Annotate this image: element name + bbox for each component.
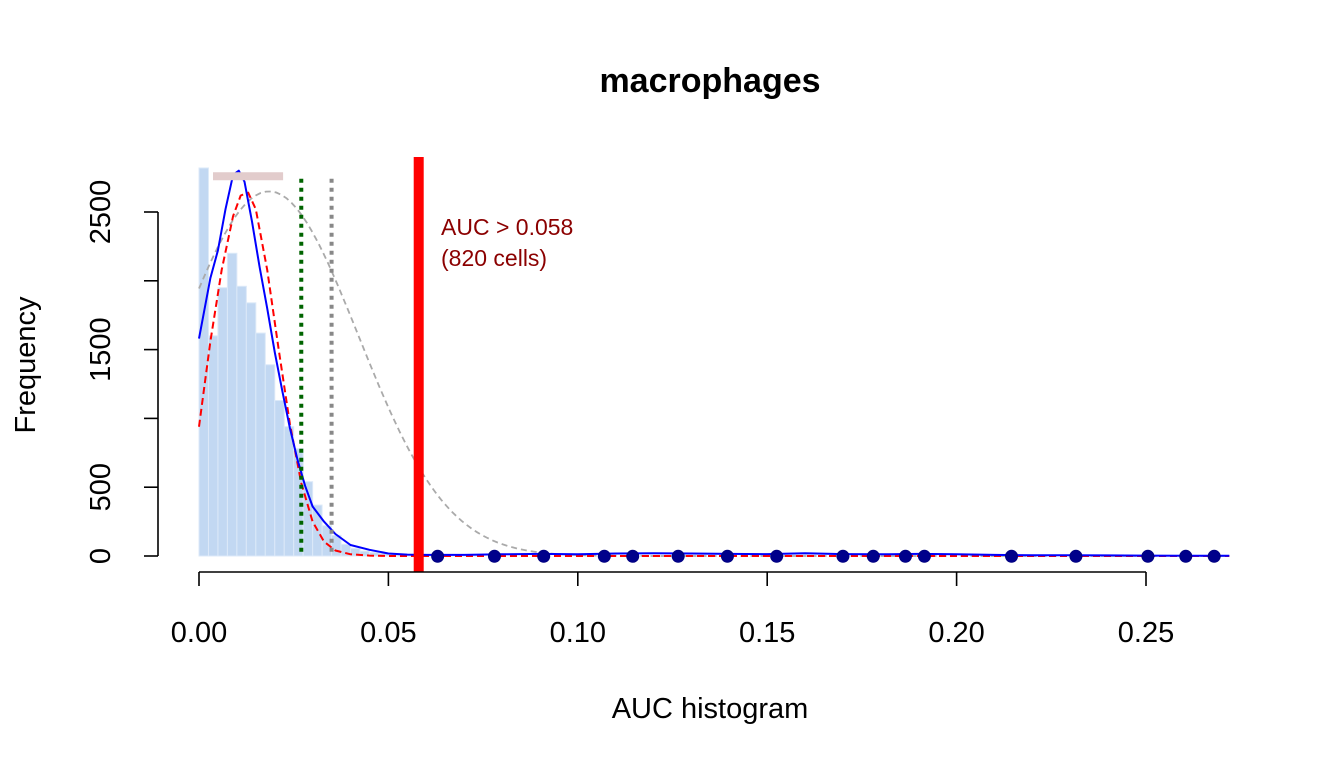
- density-curve: [198, 169, 1230, 557]
- data-point: [770, 549, 784, 563]
- data-point: [431, 549, 445, 563]
- histogram-bar: [198, 167, 209, 557]
- fit-dashed-curve: [198, 191, 1230, 557]
- y-axis-label: Frequency: [10, 296, 42, 434]
- histogram-bar: [217, 287, 228, 557]
- chart-title: macrophages: [599, 62, 820, 100]
- normal-dashed-curve: [198, 190, 1230, 557]
- x-tick-label: 0.20: [928, 617, 984, 649]
- histogram-bar: [331, 534, 342, 557]
- data-point: [866, 549, 880, 563]
- histogram-bar: [226, 252, 238, 557]
- y-tick-label: 1500: [85, 317, 117, 382]
- threshold-annotation-line1: AUC > 0.058: [441, 214, 573, 240]
- x-tick-label: 0.05: [360, 617, 416, 649]
- histogram-bar: [274, 400, 285, 557]
- density-curves: [198, 169, 1230, 557]
- axes: 0.00 0.05 0.10 0.15 0.20 0.25 0 500 1500 2500: [85, 180, 1174, 649]
- data-point: [1005, 549, 1019, 563]
- data-point: [917, 549, 931, 563]
- x-axis-label: AUC histogram: [612, 693, 809, 725]
- histogram-bar: [255, 332, 266, 557]
- y-tick-label: 0: [85, 548, 117, 564]
- data-point: [487, 549, 501, 563]
- x-tick-label: 0.00: [171, 617, 227, 649]
- data-point: [1141, 549, 1155, 563]
- data-point: [537, 549, 551, 563]
- data-point: [1069, 549, 1083, 563]
- data-points: [431, 549, 1221, 563]
- reference-lines: [213, 157, 424, 572]
- threshold-annotation-line2: (820 cells): [441, 245, 547, 271]
- data-point: [1207, 549, 1221, 563]
- histogram-bar: [236, 285, 247, 557]
- data-point: [1179, 549, 1193, 563]
- data-point: [898, 549, 912, 563]
- x-tick-label: 0.15: [739, 617, 795, 649]
- data-point: [720, 549, 734, 563]
- y-tick-label: 2500: [85, 180, 117, 245]
- histogram-bar: [207, 335, 219, 557]
- histogram-bar: [283, 426, 295, 557]
- histogram-bar: [245, 302, 257, 557]
- x-tick-label: 0.10: [550, 617, 606, 649]
- data-point: [626, 549, 640, 563]
- histogram-bar: [264, 364, 276, 557]
- data-point: [671, 549, 685, 563]
- x-tick-label: 0.25: [1118, 617, 1174, 649]
- data-point: [597, 549, 611, 563]
- data-point: [836, 549, 850, 563]
- y-tick-label: 500: [85, 463, 117, 511]
